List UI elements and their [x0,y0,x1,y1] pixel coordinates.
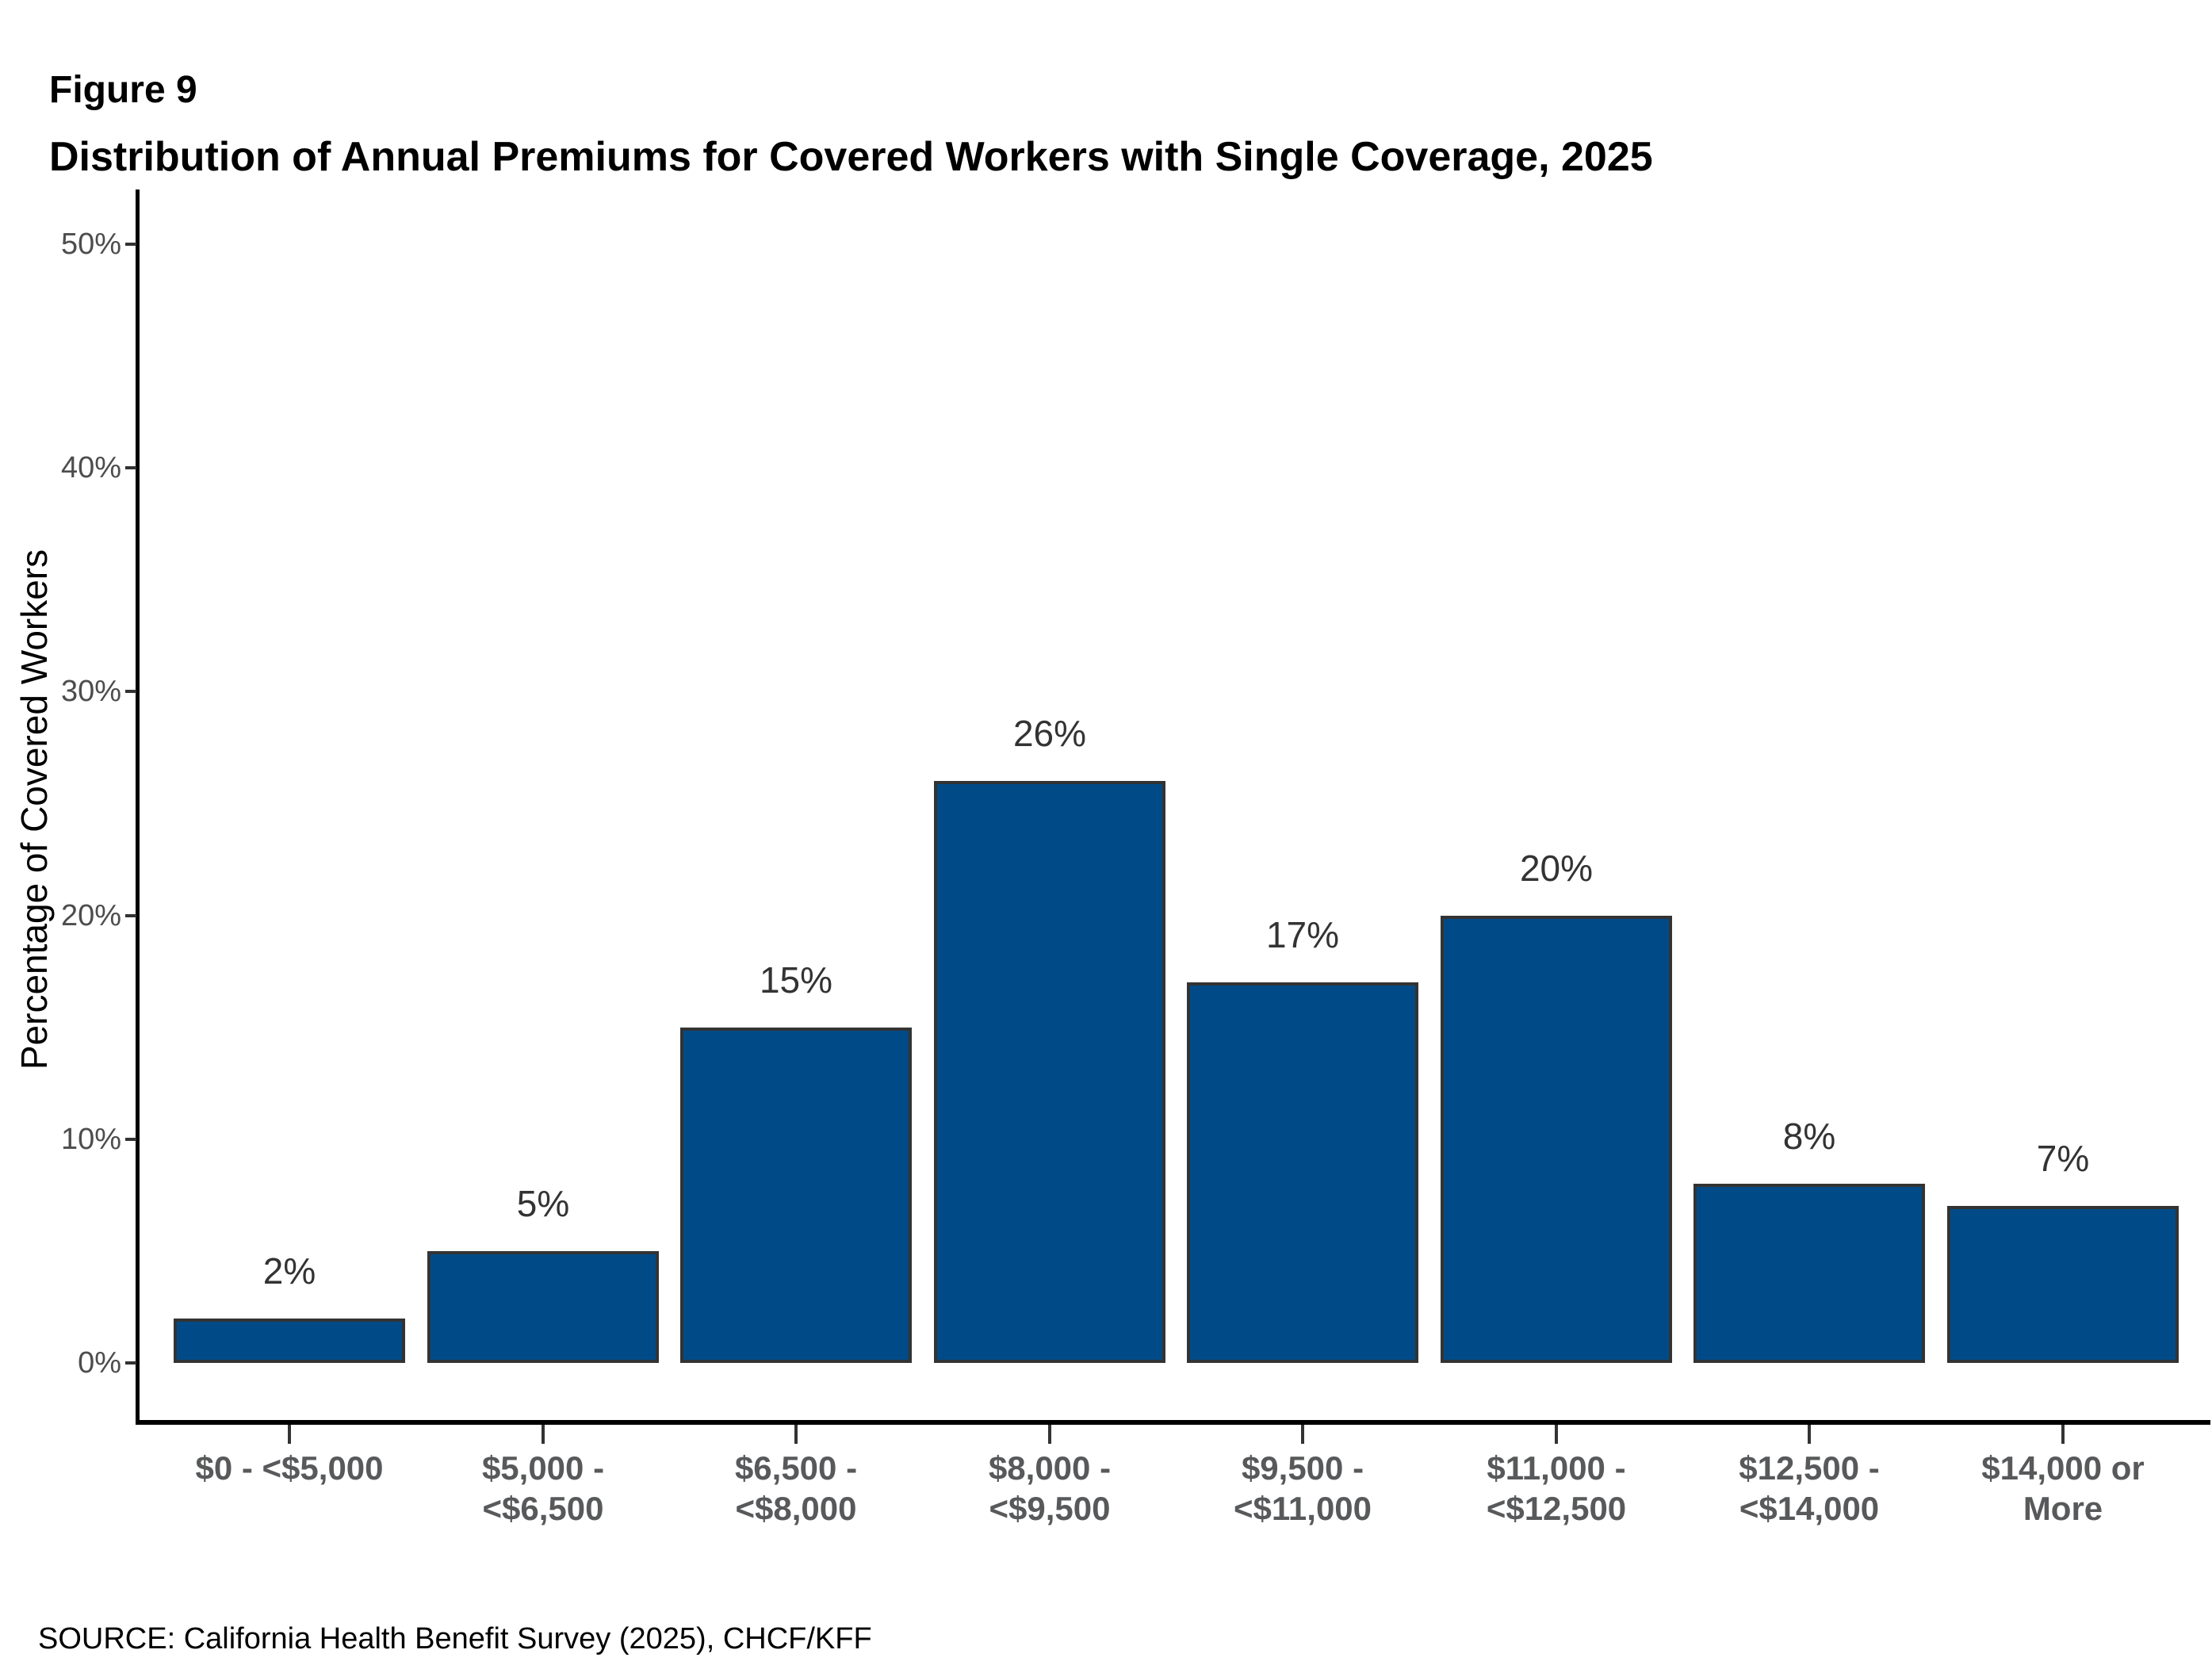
x-axis-category-label: $8,000 - <$9,500 [988,1449,1112,1527]
bar [427,1251,659,1363]
bar-value-label: 8% [1782,1116,1836,1157]
y-tick-label: 10% [60,1122,121,1156]
bar-value-label: 5% [516,1183,570,1224]
y-axis-label: Percentage of Covered Workers [13,549,55,1070]
y-tick-mark [125,243,136,246]
bar-value-label: 15% [759,959,833,1001]
y-tick-mark [125,1137,136,1141]
y-tick-label: 30% [60,675,121,709]
bar [1693,1184,1925,1363]
x-tick-mark [542,1425,545,1444]
bar-value-label: 7% [2036,1138,2090,1179]
figure-label: Figure 9 [49,69,197,111]
x-tick-mark [1808,1425,1811,1444]
y-axis-spine [136,189,140,1425]
bar-value-label: 2% [262,1250,316,1292]
chart-title: Distribution of Annual Premiums for Cove… [49,134,1653,180]
x-tick-mark [794,1425,798,1444]
x-axis-category-label: $5,000 - <$6,500 [481,1449,605,1527]
x-tick-mark [288,1425,291,1444]
source-note: SOURCE: California Health Benefit Survey… [38,1622,872,1655]
y-tick-mark [125,690,136,694]
y-tick-mark [125,466,136,470]
y-tick-label: 0% [78,1346,121,1380]
y-tick-label: 50% [60,228,121,261]
x-tick-mark [1048,1425,1051,1444]
bar [934,781,1165,1363]
x-axis-category-label: $9,500 - <$11,000 [1233,1449,1372,1527]
x-tick-mark [1555,1425,1558,1444]
y-tick-label: 40% [60,451,121,485]
x-tick-mark [2061,1425,2065,1444]
y-tick-label: 20% [60,898,121,932]
x-axis-category-label: $12,500 - <$14,000 [1739,1449,1880,1527]
bar [174,1319,405,1363]
x-tick-mark [1301,1425,1304,1444]
bar-value-label: 20% [1519,848,1594,889]
bar [680,1028,912,1363]
x-axis-category-label: $6,500 - <$8,000 [734,1449,858,1527]
x-axis-category-label: $0 - <$5,000 [195,1449,384,1487]
x-axis-category-label: $14,000 or More [1981,1449,2145,1527]
y-tick-mark [125,1361,136,1365]
y-tick-mark [125,913,136,917]
bar [1947,1206,2179,1363]
bar [1187,982,1418,1363]
x-axis-category-label: $11,000 - <$12,500 [1486,1449,1627,1527]
bar-value-label: 17% [1265,914,1340,955]
bar [1441,916,1672,1363]
bar-value-label: 26% [1012,713,1087,754]
x-axis-spine [136,1420,2210,1425]
